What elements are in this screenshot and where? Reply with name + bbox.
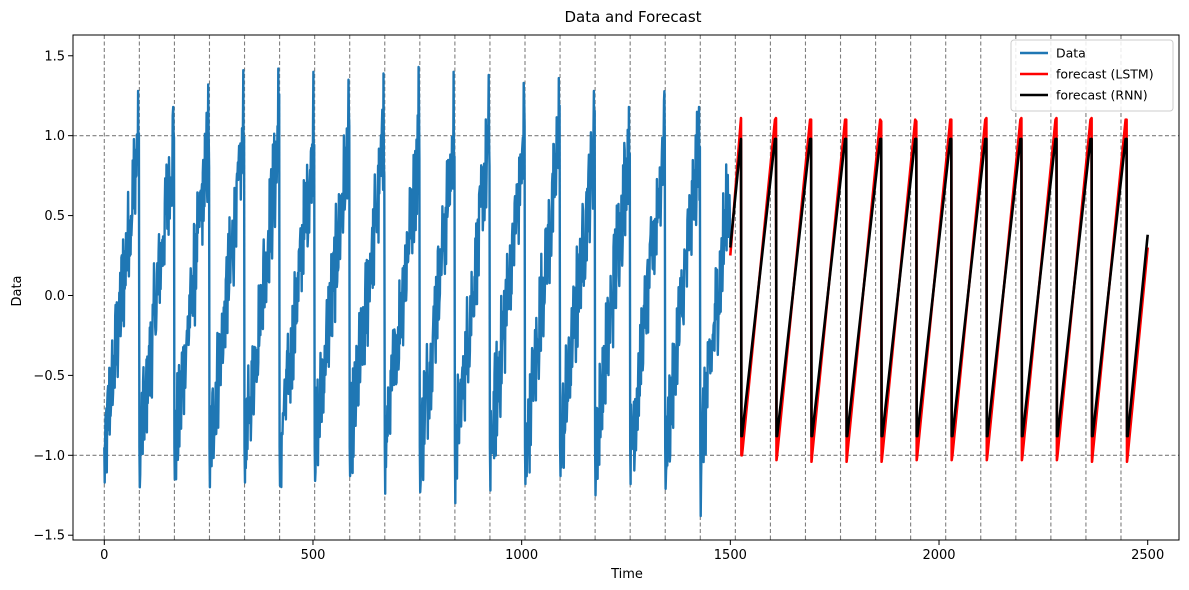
y-tick-label: 0.0	[44, 289, 65, 304]
x-tick-label: 1000	[505, 548, 538, 563]
y-tick-label: 1.5	[44, 49, 65, 64]
legend-label: forecast (RNN)	[1056, 88, 1148, 103]
y-tick-label: −0.5	[33, 369, 65, 384]
series-data-line	[103, 65, 732, 518]
x-tick-label: 1500	[714, 548, 747, 563]
legend-label: forecast (LSTM)	[1056, 67, 1154, 82]
chart-title: Data and Forecast	[564, 8, 701, 26]
legend-box	[1010, 39, 1174, 112]
plot-area	[72, 34, 1180, 541]
series-lstm-line	[729, 116, 1149, 464]
x-tick-label: 2500	[1131, 548, 1164, 563]
y-tick-label: 0.5	[44, 209, 65, 224]
y-tick-label: −1.0	[33, 449, 65, 464]
legend-label: Data	[1056, 46, 1086, 61]
plot-inner	[73, 35, 1179, 540]
y-tick-label: −1.5	[33, 529, 65, 544]
x-axis: 0 500 1000 1500 2000 2500	[100, 540, 1164, 563]
x-tick-label: 2000	[922, 548, 955, 563]
x-axis-title: Time	[610, 567, 643, 582]
x-tick-label: 0	[100, 548, 108, 563]
legend: Data forecast (LSTM) forecast (RNN)	[1010, 39, 1174, 112]
y-axis: −1.5 −1.0 −0.5 0.0 0.5 1.0 1.5	[33, 49, 73, 544]
series-rnn-line	[729, 137, 1149, 438]
y-tick-label: 1.0	[44, 129, 65, 144]
x-tick-label: 500	[301, 548, 326, 563]
plot-frame	[72, 34, 1180, 541]
y-axis-title: Data	[10, 275, 25, 306]
